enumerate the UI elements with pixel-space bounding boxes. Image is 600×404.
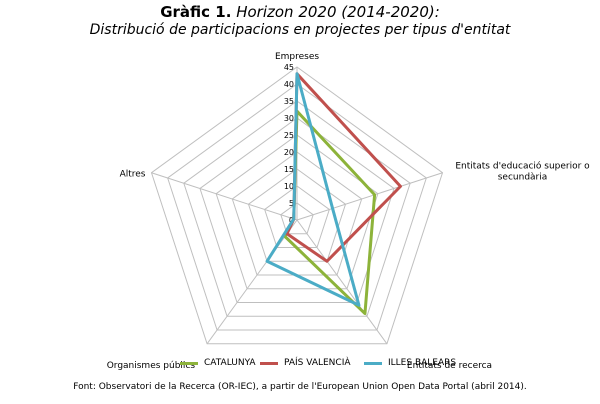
grid-ring [167,83,427,331]
axis-spoke [151,172,298,221]
chart-title-block: Gràfic 1. Horizon 2020 (2014-2020): Dist… [0,3,600,39]
axis-spoke [206,219,298,345]
radar-grid [150,66,444,345]
chart-title: Gràfic 1. Horizon 2020 (2014-2020): [0,3,600,21]
legend-label-catalunya: CATALUNYA [204,358,256,368]
radar-axis-labels: Empreses Entitats d'educació superior o se… [107,52,590,371]
tick-label: 5 [289,199,294,208]
legend-label-pais-valencia: PAÍS VALENCIÀ [284,358,351,368]
tick-label: 20 [284,148,294,157]
legend-swatch-pais-valencia [260,361,278,365]
tick-label: 40 [284,80,294,89]
legend-swatch-illes-balears [364,361,382,365]
tick-label: 45 [284,63,294,72]
grid-ring [183,100,411,317]
axis-spoke [296,219,388,345]
axis-label: Organismes públics [107,361,196,371]
tick-label: 35 [284,97,294,106]
axis-label: Empreses [275,52,319,62]
axis-spoke [296,172,443,221]
legend-item-pais-valencia: PAÍS VALENCIÀ [260,358,351,368]
legend-label-illes-balears: ILLES BALEARS [388,358,457,368]
axis-label: Altres [120,170,146,180]
chart-legend: CATALUNYA PAÍS VALENCIÀ ILLES BALEARS [180,358,540,374]
grid-ring [199,117,395,304]
chart-source-note: Font: Observatori de la Recerca (OR-IEC)… [73,382,527,392]
radar-series-layer [265,72,402,316]
tick-label: 15 [284,165,294,174]
grid-ring [247,168,347,262]
tick-label: 30 [284,114,294,123]
legend-swatch-catalunya [180,361,198,365]
axis-label: Entitats de recerca [407,361,492,371]
chart-title-italic: Horizon 2020 (2014-2020): [236,3,440,21]
grid-ring [150,66,444,345]
legend-item-illes-balears: ILLES BALEARS [364,358,456,368]
tick-label: 25 [284,131,294,140]
grid-ring [280,202,314,235]
series-line-illes-balears [265,72,361,307]
chart-subtitle: Distribució de participacions en project… [89,22,511,38]
axis-label: Entitats d'educació superior o secundària [455,161,590,183]
tick-label: 10 [284,182,294,191]
legend-item-catalunya: CATALUNYA [180,358,256,368]
chart-title-prefix: Gràfic 1. [160,3,232,21]
